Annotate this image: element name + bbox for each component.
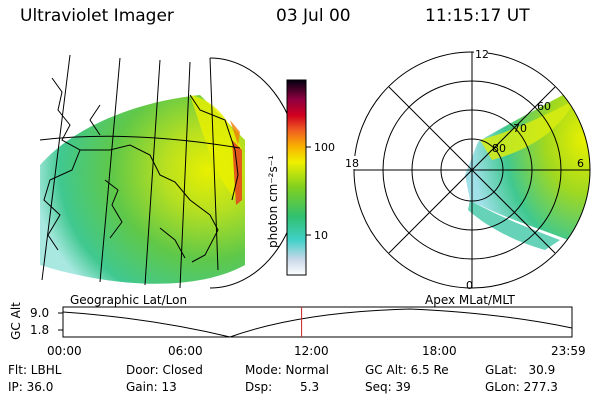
time-tick-1200: 12:00 [294, 344, 329, 358]
altitude-tick-high: 9.0 [30, 306, 50, 320]
polar-plot: 12 18 6 0 60 70 80 [343, 47, 591, 292]
mlt-label-12: 12 [475, 48, 489, 61]
dsp-value: 5.3 [300, 380, 320, 394]
altitude-axis-label: GC Alt [9, 302, 23, 340]
image-time: 11:15:17 UT [425, 6, 530, 26]
instrument-title: Ultraviolet Imager [20, 6, 174, 26]
auroral-peak [232, 140, 242, 205]
glon-info: GLon: 277.3 [485, 380, 558, 394]
door-info: Door: Closed [126, 363, 203, 377]
lat-label-80: 80 [492, 142, 506, 155]
altitude-plot [58, 306, 573, 338]
polar-grid [353, 51, 591, 289]
ip-info: IP: 36.0 [8, 380, 54, 394]
dsp-label: Dsp: [245, 380, 273, 394]
altitude-curve [62, 308, 573, 338]
lat-label-70: 70 [513, 122, 527, 135]
lat-label-60: 60 [537, 100, 551, 113]
lat-lon-grid [39, 54, 241, 289]
glat-info: GLat: 30.9 [485, 363, 556, 377]
gc-alt-info: GC Alt: 6.5 Re [365, 363, 449, 377]
time-tick-2359: 23:59 [551, 344, 586, 358]
seq-info: Seq: 39 [365, 380, 411, 394]
coastlines [43, 77, 239, 263]
apex-label: Apex MLat/MLT [425, 293, 515, 307]
filter-info: Flt: LBHL [8, 363, 62, 377]
gain-info: Gain: 13 [126, 380, 177, 394]
time-tick-0600: 06:00 [168, 344, 203, 358]
geographic-image [39, 54, 301, 289]
auroral-emission [40, 95, 245, 284]
colorbar-scale [286, 79, 307, 276]
geographic-label: Geographic Lat/Lon [70, 293, 188, 307]
mlt-label-6: 6 [577, 157, 584, 170]
colorbar-unit-label: photon cm⁻²s⁻¹ [266, 155, 280, 248]
time-tick-0000: 00:00 [47, 344, 82, 358]
colorbar-tick-10: 10 [314, 229, 328, 242]
colorbar-tick-100: 100 [314, 141, 335, 154]
time-tick-1800: 18:00 [422, 344, 457, 358]
altitude-plot-frame [62, 306, 573, 338]
mlt-label-18: 18 [345, 157, 359, 170]
mlt-label-0: 0 [466, 279, 473, 292]
altitude-tick-low: 1.8 [30, 323, 50, 337]
colorbar: 100 10 photon cm⁻²s⁻¹ [266, 79, 335, 276]
mode-info: Mode: Normal [245, 363, 329, 377]
image-date: 03 Jul 00 [276, 6, 351, 26]
